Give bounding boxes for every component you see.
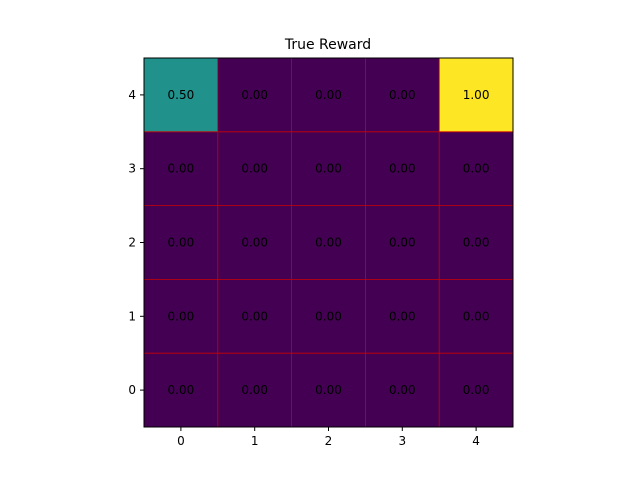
cell-label-3-1: 0.00: [389, 309, 416, 323]
cell-label-4-2: 0.00: [463, 236, 490, 250]
x-tick-label-3: 3: [398, 434, 406, 448]
cell-label-1-0: 0.00: [241, 383, 268, 397]
cell-label-4-1: 0.00: [463, 309, 490, 323]
cell-label-0-2: 0.00: [168, 236, 195, 250]
heatmap-cell-3-3: [365, 131, 440, 206]
heatmap-cell-4-4: [439, 58, 513, 132]
cell-label-0-3: 0.00: [168, 162, 195, 176]
heatmap-cell-4-2: [439, 205, 513, 280]
chart-title: True Reward: [284, 37, 371, 53]
heatmap-cell-2-2: [291, 205, 366, 280]
cell-label-1-2: 0.00: [241, 236, 268, 250]
y-tick-label-0: 0: [128, 383, 136, 397]
heatmap-cell-2-0: [291, 353, 366, 427]
heatmap-cell-4-0: [439, 353, 513, 427]
heatmap-grid: [144, 58, 513, 427]
heatmap-cell-1-1: [217, 279, 292, 354]
y-tick-label-1: 1: [128, 309, 136, 323]
cell-label-0-0: 0.00: [168, 383, 195, 397]
cell-label-3-4: 0.00: [389, 88, 416, 102]
cell-label-3-0: 0.00: [389, 383, 416, 397]
cell-label-1-4: 0.00: [241, 88, 268, 102]
cell-label-2-4: 0.00: [315, 88, 342, 102]
cell-label-0-4: 0.50: [168, 88, 195, 102]
cell-label-2-2: 0.00: [315, 236, 342, 250]
heatmap-cell-3-0: [365, 353, 440, 427]
heatmap-cell-labels: 0.50 0.00 0.00 0.00 1.00 0.00 0.00 0.00 0.00 0.00…: [168, 88, 490, 397]
cell-label-1-3: 0.00: [241, 162, 268, 176]
cell-label-2-0: 0.00: [315, 383, 342, 397]
cell-label-3-2: 0.00: [389, 236, 416, 250]
cell-label-1-1: 0.00: [241, 309, 268, 323]
heatmap-cell-2-4: [291, 58, 366, 132]
heatmap-axes: 0 1 2 3 4 0 1 2 3 4: [128, 57, 514, 448]
cell-label-2-1: 0.00: [315, 309, 342, 323]
heatmap-cell-2-1: [291, 279, 366, 354]
cell-label-4-0: 0.00: [463, 383, 490, 397]
x-tick-label-0: 0: [177, 434, 185, 448]
heatmap-cell-0-3: [144, 131, 218, 206]
heatmap-cell-3-2: [365, 205, 440, 280]
x-tick-label-4: 4: [472, 434, 480, 448]
cell-label-2-3: 0.00: [315, 162, 342, 176]
heatmap-cell-0-0: [144, 353, 218, 427]
heatmap-cell-2-3: [291, 131, 366, 206]
heatmap-cell-1-2: [217, 205, 292, 280]
heatmap-cell-0-1: [144, 279, 218, 354]
cell-label-0-1: 0.00: [168, 309, 195, 323]
heatmap-cell-0-4: [144, 58, 218, 132]
y-tick-label-3: 3: [128, 162, 136, 176]
heatmap-cell-4-1: [439, 279, 513, 354]
heatmap-cell-1-3: [217, 131, 292, 206]
heatmap-cell-0-2: [144, 205, 218, 280]
heatmap-cells: [144, 58, 513, 427]
heatmap-cell-3-1: [365, 279, 440, 354]
cell-label-4-4: 1.00: [463, 88, 490, 102]
y-tick-label-2: 2: [128, 236, 136, 250]
heatmap-cell-3-4: [365, 58, 440, 132]
cell-label-4-3: 0.00: [463, 162, 490, 176]
heatmap-cell-4-3: [439, 131, 513, 206]
heatmap-cell-1-0: [217, 353, 292, 427]
x-tick-label-1: 1: [251, 434, 259, 448]
cell-label-3-3: 0.00: [389, 162, 416, 176]
heatmap-cell-1-4: [217, 58, 292, 132]
y-tick-label-4: 4: [128, 88, 136, 102]
x-tick-label-2: 2: [325, 434, 333, 448]
